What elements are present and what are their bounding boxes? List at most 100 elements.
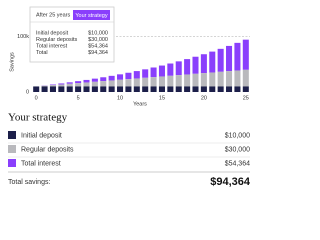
x-axis-label: Years	[133, 101, 147, 107]
legend-label: Regular deposits	[21, 146, 74, 153]
bar-segment	[209, 86, 216, 92]
tooltip-label: Total	[36, 50, 48, 56]
bar-segment	[184, 74, 191, 87]
tooltip-label: Total interest	[36, 43, 68, 49]
bar-segment	[108, 86, 115, 92]
bar-segment	[75, 83, 82, 87]
tooltip-value: $94,364	[88, 50, 108, 56]
bar-segment	[41, 86, 48, 92]
bar-segment	[83, 86, 90, 92]
bar-segment	[209, 51, 216, 73]
tooltip-value: $30,000	[88, 37, 108, 43]
bar-segment	[234, 70, 241, 87]
bar-segment	[150, 77, 157, 87]
x-tick-label: 10	[117, 95, 123, 101]
legend-swatch	[8, 131, 16, 139]
bar-segment	[49, 86, 56, 92]
bar-segment	[175, 61, 182, 76]
bar-segment	[209, 72, 216, 87]
x-tick-label: 0	[35, 95, 38, 101]
tooltip-label: Initial deposit	[36, 30, 69, 36]
bar-segment	[108, 80, 115, 87]
bar-segment	[200, 73, 207, 87]
bar-segment	[125, 79, 132, 87]
bar-segment	[75, 81, 82, 84]
legend-value: $30,000	[225, 146, 250, 153]
bar-segment	[142, 69, 149, 78]
tooltip-value: $54,364	[88, 43, 108, 49]
bar-segment	[192, 86, 199, 92]
bar-segment	[100, 81, 107, 87]
bar-segment	[242, 86, 249, 92]
y-axis-label: Savings	[9, 52, 15, 72]
bar-segment	[58, 83, 65, 85]
bar-segment	[108, 75, 115, 81]
bar-segment	[167, 63, 174, 76]
bar-segment	[58, 84, 65, 87]
x-tick-label: 25	[243, 95, 249, 101]
tooltip-value: $10,000	[88, 30, 108, 36]
bar-segment	[33, 86, 40, 92]
bar-segment	[66, 82, 73, 84]
legend-label: Total interest	[21, 160, 61, 167]
bar-segment	[125, 86, 132, 92]
x-tick-label: 5	[77, 95, 80, 101]
bar-segment	[83, 82, 90, 87]
bar-segment	[117, 79, 124, 87]
bar-segment	[150, 86, 157, 92]
bar-segment	[83, 79, 90, 83]
tooltip-badge-text: Your strategy	[75, 13, 107, 19]
bar-segment	[100, 86, 107, 92]
bar-segment	[175, 75, 182, 87]
bar-segment	[117, 86, 124, 92]
bar-segment	[242, 39, 249, 70]
bar-segment	[75, 86, 82, 92]
bar-segment	[91, 78, 98, 82]
bar-segment	[150, 67, 157, 78]
bar-segment	[158, 86, 165, 92]
bar-segment	[167, 75, 174, 87]
bar-segment	[217, 71, 224, 87]
x-tick-label: 20	[201, 95, 207, 101]
bar-segment	[49, 84, 56, 86]
bar-segment	[158, 65, 165, 77]
bar-segment	[242, 69, 249, 87]
tooltip-label: Regular deposits	[36, 37, 78, 43]
bar-segment	[200, 54, 207, 74]
bar-segment	[91, 81, 98, 87]
tooltip-badge	[73, 10, 110, 20]
bar-segment	[142, 86, 149, 92]
bar-segment	[167, 86, 174, 92]
bar-segment	[125, 72, 132, 80]
bar-segment	[133, 86, 140, 92]
bar-segment	[226, 45, 233, 72]
x-tick-label: 15	[159, 95, 165, 101]
bar-segment	[192, 73, 199, 87]
tooltip-box	[29, 6, 115, 63]
bar-segment	[226, 71, 233, 87]
legend-label: Initial deposit	[21, 132, 62, 139]
y-tick-label: 0	[26, 89, 29, 95]
total-value: $94,364	[210, 176, 251, 188]
legend-swatch	[8, 145, 16, 153]
bar-segment	[133, 78, 140, 87]
bar-segment	[49, 85, 56, 87]
bar-segment	[217, 86, 224, 92]
tooltip-heading: After 25 years	[36, 12, 70, 18]
bar-segment	[226, 86, 233, 92]
page: 25 20 15 10 5 0 100k 0 After 25 years Your stra…	[8, 6, 251, 188]
bar-segment	[142, 77, 149, 87]
bar-segment	[91, 86, 98, 92]
bar-segment	[41, 85, 48, 87]
bar-segment	[217, 48, 224, 72]
bar-segment	[133, 71, 140, 79]
bar-segment	[158, 76, 165, 87]
total-label: Total savings:	[8, 179, 50, 186]
legend-value: $54,364	[225, 160, 250, 167]
bar-segment	[66, 86, 73, 92]
y-tick-label: 100k	[17, 34, 29, 40]
bar-segment	[175, 86, 182, 92]
bar-segment	[100, 77, 107, 82]
bar-segment	[66, 83, 73, 87]
legend-swatch	[8, 159, 16, 167]
